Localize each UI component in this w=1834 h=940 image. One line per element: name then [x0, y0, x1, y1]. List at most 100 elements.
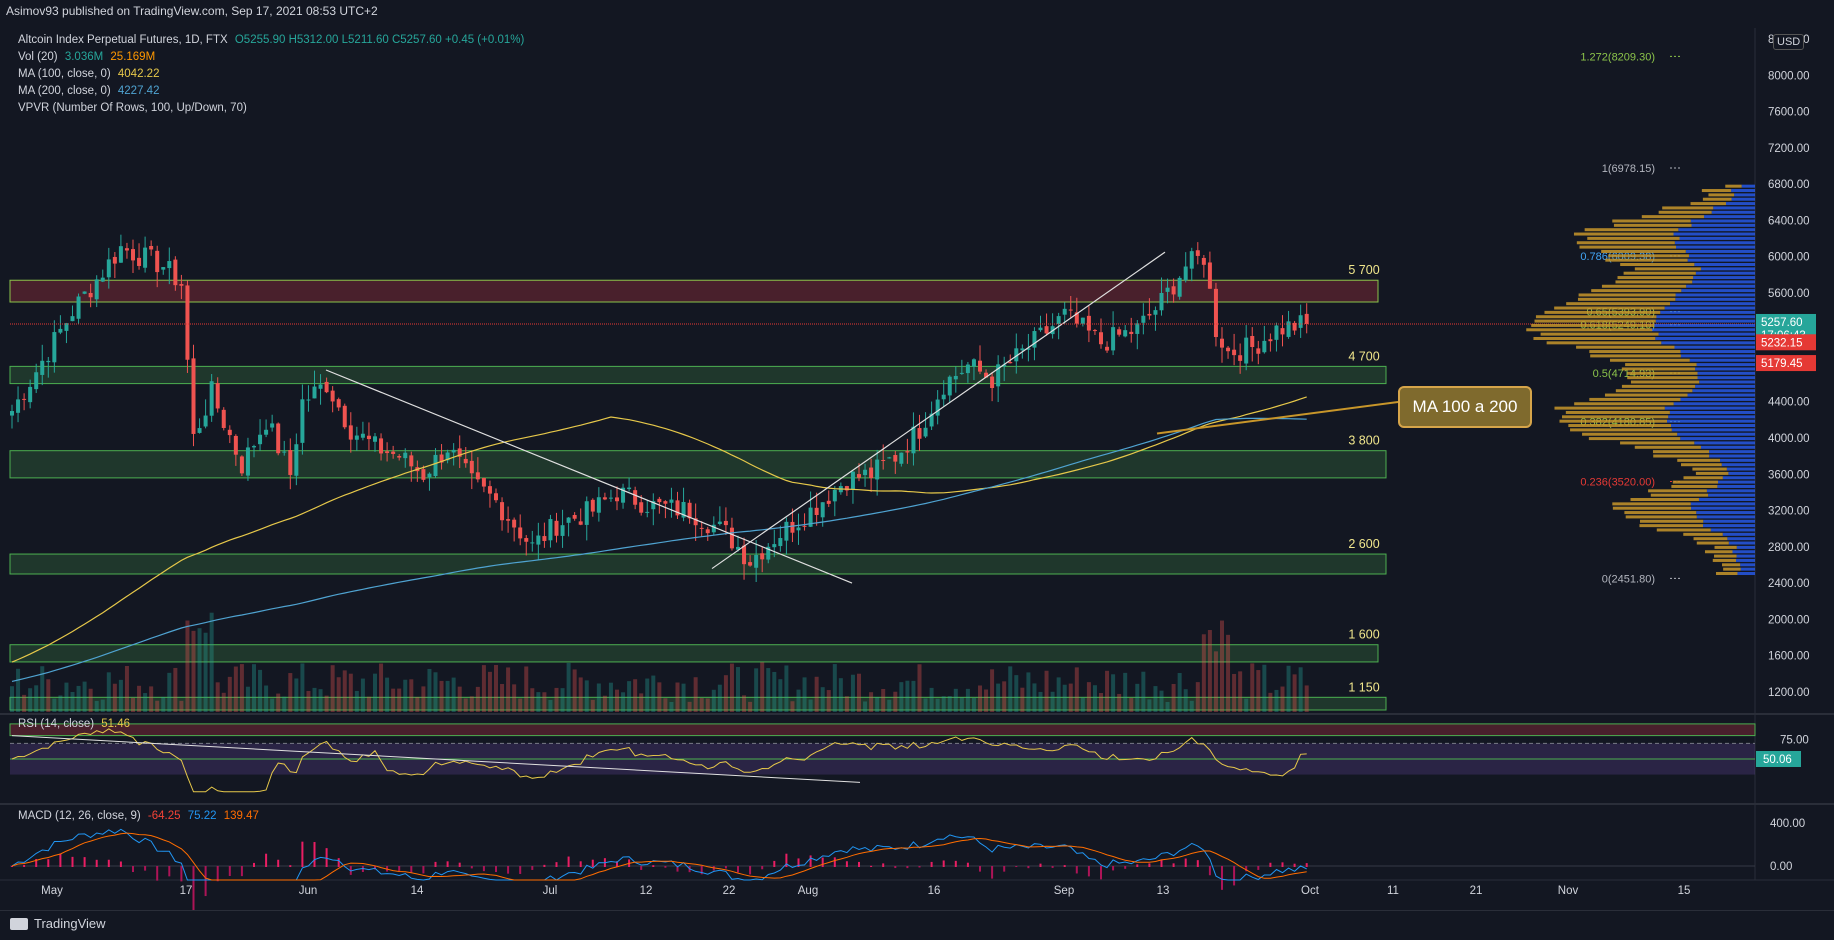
- volume-bar: [875, 697, 880, 712]
- zone-label: 1 600: [1348, 628, 1379, 642]
- volume-bar: [300, 663, 305, 712]
- macd-histogram-bar: [277, 859, 280, 867]
- tradingview-logo-icon: [10, 917, 28, 930]
- vp-bar-up: [1679, 236, 1755, 240]
- candle-body: [602, 497, 607, 500]
- volume-bar: [1250, 663, 1255, 712]
- currency-button[interactable]: USD: [1773, 34, 1805, 50]
- volume-bar: [88, 688, 93, 712]
- legend-ma200-row[interactable]: MA (200, close, 0) 4227.42: [18, 85, 159, 97]
- vp-bar-down: [1714, 545, 1737, 549]
- candle-body: [270, 423, 275, 428]
- macd-histogram-bar: [1075, 866, 1078, 874]
- price-tick-label: 2800.00: [1768, 542, 1810, 554]
- volume-bar: [947, 696, 952, 712]
- candle-body: [760, 553, 765, 560]
- price-tick-label: 2400.00: [1768, 578, 1810, 590]
- candle-body: [360, 433, 365, 438]
- volume-bar: [155, 700, 160, 712]
- vp-bar-up: [1722, 476, 1755, 480]
- candle-body: [397, 456, 402, 458]
- volume-bar: [354, 690, 359, 712]
- macd-histogram-bar: [966, 862, 969, 867]
- legend-rsi-row[interactable]: RSI (14, close) 51.46: [18, 718, 130, 730]
- candle-body: [1268, 339, 1273, 342]
- candle-body: [463, 458, 468, 464]
- vp-bar-up: [1671, 424, 1755, 428]
- vp-bar-down: [1531, 323, 1655, 327]
- time-tick-label: 21: [1470, 885, 1483, 897]
- vp-bar-down: [1608, 254, 1689, 258]
- legend-ma100-row[interactable]: MA (100, close, 0) 4042.22: [18, 68, 159, 80]
- legend-macd-row[interactable]: MACD (12, 26, close, 9) -64.25 75.22 139…: [18, 810, 259, 822]
- candle-body: [16, 399, 21, 413]
- candle-body: [1250, 336, 1255, 347]
- volume-bar: [227, 676, 232, 712]
- macd-histogram-bar: [664, 866, 667, 868]
- volume-bar: [566, 662, 571, 712]
- symbol-label[interactable]: Altcoin Index Perpetual Futures, 1D, FTX: [18, 34, 228, 46]
- macd-histogram-bar: [1208, 866, 1211, 876]
- vp-bar-down: [1546, 341, 1662, 345]
- volume-bar: [941, 696, 946, 712]
- volume-bar: [651, 675, 656, 712]
- candle-body: [542, 536, 547, 541]
- volume-bar: [796, 689, 801, 712]
- volume-bar: [893, 691, 898, 712]
- candle-body: [34, 372, 39, 390]
- macd-histogram-bar: [71, 856, 74, 867]
- volume-bar: [518, 698, 523, 712]
- legend-vpvr-row[interactable]: VPVR (Number Of Rows, 100, Up/Down, 70): [18, 102, 247, 114]
- vp-bar-down: [1587, 236, 1680, 240]
- candle-body: [373, 436, 377, 442]
- tradingview-logo[interactable]: TradingView: [10, 916, 106, 931]
- macd-histogram-bar: [858, 861, 860, 867]
- vp-bar-up: [1708, 493, 1755, 497]
- volume-bar: [451, 677, 456, 712]
- volume-bar: [336, 677, 341, 712]
- vp-bar-down: [1625, 515, 1697, 519]
- vp-bar-up: [1718, 480, 1755, 484]
- vp-bar-up: [1655, 319, 1755, 323]
- macd-histogram-bar: [833, 857, 836, 867]
- vp-bar-up: [1736, 554, 1755, 558]
- footer-bar: TradingView: [0, 910, 1834, 940]
- support-resistance-zone: [9, 450, 1387, 479]
- candle-body: [1244, 337, 1249, 364]
- candle-body: [990, 376, 995, 389]
- volume-bar: [131, 697, 135, 712]
- candle-body: [1286, 321, 1291, 337]
- candle-body: [88, 292, 93, 298]
- rsi-zone: [9, 723, 1756, 737]
- volume-bar: [578, 677, 583, 712]
- vp-bar-down: [1621, 367, 1696, 371]
- volume-bar: [548, 699, 553, 712]
- macd-hist-value: -64.25: [147, 810, 181, 822]
- volume-bar: [52, 698, 57, 712]
- vp-bar-up: [1689, 358, 1755, 362]
- candle-body: [1226, 347, 1231, 352]
- ma-annotation-callout: MA 100 a 200: [1398, 386, 1532, 428]
- volume-bar: [427, 668, 432, 712]
- vp-bar-down: [1615, 389, 1693, 393]
- volume-bar: [869, 692, 874, 712]
- macd-histogram-bar: [11, 866, 13, 867]
- candle-body: [639, 502, 644, 513]
- macd-histogram-bar: [180, 866, 183, 882]
- candle-body: [1002, 364, 1007, 367]
- fib-level-label: 0.236(3520.00): [1580, 477, 1655, 489]
- volume-bar: [1068, 683, 1073, 712]
- volume-bar: [754, 668, 759, 712]
- volume-bar: [1238, 671, 1243, 712]
- candle-body: [1207, 262, 1212, 289]
- vp-bar-up: [1673, 402, 1755, 406]
- vp-bar-down: [1708, 193, 1735, 197]
- legend-volume-row[interactable]: Vol (20) 3.036M 25.169M: [18, 51, 155, 63]
- candle-body: [1304, 313, 1309, 324]
- candle-body: [627, 487, 632, 490]
- vp-bar-down: [1601, 249, 1686, 253]
- candle-body: [566, 517, 571, 523]
- volume-bar: [1038, 691, 1043, 712]
- candle-body: [748, 562, 753, 566]
